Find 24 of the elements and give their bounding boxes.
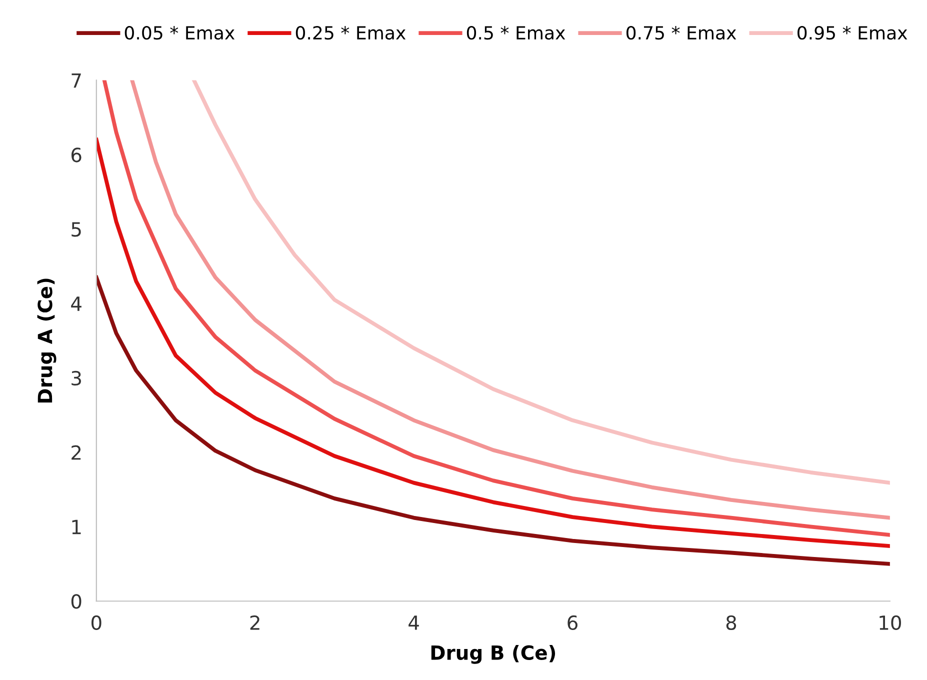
x-tick-label: 10: [880, 615, 901, 630]
y-tick-label: 5: [72, 222, 81, 237]
y-tick-label: 0: [71, 594, 82, 609]
legend-label: 0.75 * Emax: [626, 26, 736, 40]
x-axis-title: Drug B (Ce): [431, 644, 556, 664]
y-tick-label: 1: [72, 520, 81, 534]
legend-label: 0.05 * Emax: [124, 26, 235, 40]
legend-label: 0.25 * Emax: [296, 26, 406, 40]
y-tick-label: 4: [71, 296, 82, 311]
y-tick-label: 2: [72, 445, 81, 460]
line-series: [192, 80, 890, 485]
x-tick-label: 2: [250, 615, 260, 630]
x-tick-label: 0: [92, 615, 102, 630]
legend-label: 0.5 * Emax: [466, 26, 566, 40]
x-tick-label: 6: [568, 615, 578, 630]
y-tick-label: 3: [72, 370, 81, 386]
line-series: [96, 275, 890, 566]
y-tick-label: 7: [72, 73, 81, 88]
x-tick-label: 8: [726, 615, 736, 630]
y-tick-label: 6: [72, 148, 82, 162]
x-tick-label: 4: [408, 616, 419, 630]
legend-label: 0.95 * Emax: [798, 26, 908, 40]
line-series: [96, 138, 890, 548]
y-axis-title: Drug A (Ce): [37, 278, 56, 403]
